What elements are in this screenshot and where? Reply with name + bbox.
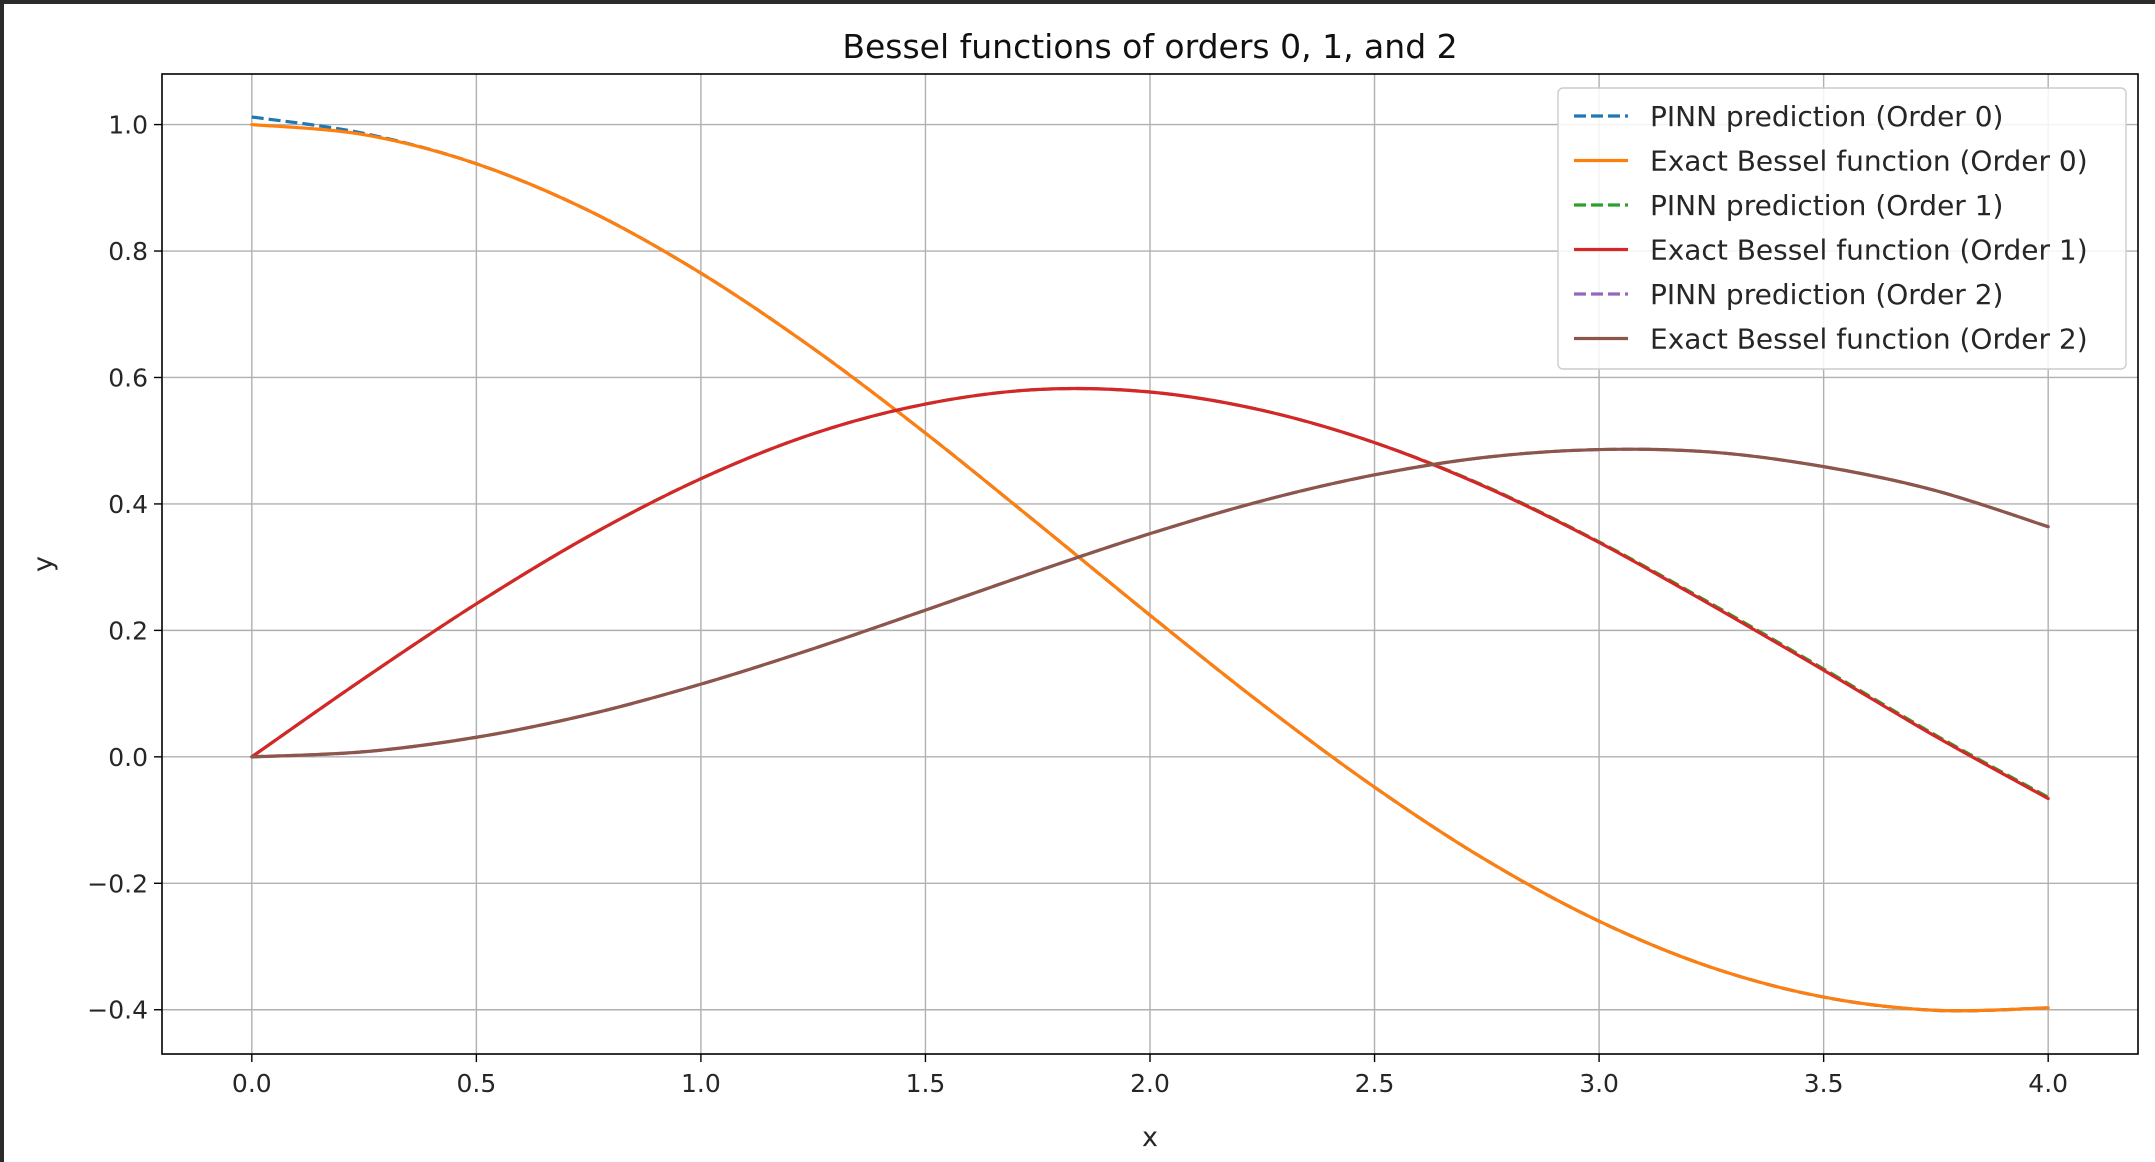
legend-label: Exact Bessel function (Order 1) bbox=[1650, 234, 2088, 267]
y-tick-label: 0.6 bbox=[108, 363, 148, 392]
series-line-exact-bessel-function-order-0 bbox=[250, 122, 2050, 1013]
y-tick-label: 1.0 bbox=[108, 111, 148, 140]
legend-label: PINN prediction (Order 0) bbox=[1650, 100, 2003, 133]
legend-label: PINN prediction (Order 2) bbox=[1650, 278, 2003, 311]
ticks: 0.0 0.5 1.0 1.5 2.0 2.5 3.0 3.5 4.0 −0.4 −0.2 0.0 0.… bbox=[87, 111, 2068, 1098]
x-tick-label: 2.5 bbox=[1355, 1069, 1395, 1098]
y-axis-label: y bbox=[28, 556, 59, 572]
y-tick-label: 0.4 bbox=[108, 490, 148, 519]
y-tick-label: 0.0 bbox=[108, 743, 148, 772]
x-tick-label: 0.0 bbox=[232, 1069, 272, 1098]
y-tick-label: 0.2 bbox=[108, 616, 148, 645]
series-lines bbox=[250, 115, 2050, 1013]
chart-window: 0.0 0.5 1.0 1.5 2.0 2.5 3.0 3.5 4.0 −0.4 −0.2 0.0 0.… bbox=[4, 4, 2155, 1162]
x-tick-label: 3.0 bbox=[1579, 1069, 1619, 1098]
x-axis-label: x bbox=[1142, 1122, 1158, 1153]
x-tick-label: 2.0 bbox=[1130, 1069, 1170, 1098]
y-tick-label: −0.2 bbox=[87, 869, 148, 898]
series-line-exact-bessel-function-order-1 bbox=[250, 386, 2050, 801]
legend: PINN prediction (Order 0) Exact Bessel fu… bbox=[1557, 87, 2127, 370]
legend-label: Exact Bessel function (Order 2) bbox=[1650, 323, 2088, 356]
series-line-exact-bessel-function-order-2 bbox=[250, 447, 2050, 759]
legend-label: PINN prediction (Order 1) bbox=[1650, 189, 2003, 222]
x-tick-label: 1.0 bbox=[681, 1069, 721, 1098]
chart: 0.0 0.5 1.0 1.5 2.0 2.5 3.0 3.5 4.0 −0.4 −0.2 0.0 0.… bbox=[28, 27, 2139, 1153]
x-tick-label: 1.5 bbox=[906, 1069, 946, 1098]
y-tick-label: 0.8 bbox=[108, 237, 148, 266]
y-tick-label: −0.4 bbox=[87, 996, 148, 1025]
legend-box bbox=[1557, 87, 2127, 370]
chart-title: Bessel functions of orders 0, 1, and 2 bbox=[842, 27, 1457, 66]
x-tick-label: 4.0 bbox=[2028, 1069, 2068, 1098]
x-tick-label: 0.5 bbox=[456, 1069, 496, 1098]
legend-label: Exact Bessel function (Order 0) bbox=[1650, 145, 2088, 178]
x-tick-label: 3.5 bbox=[1804, 1069, 1844, 1098]
